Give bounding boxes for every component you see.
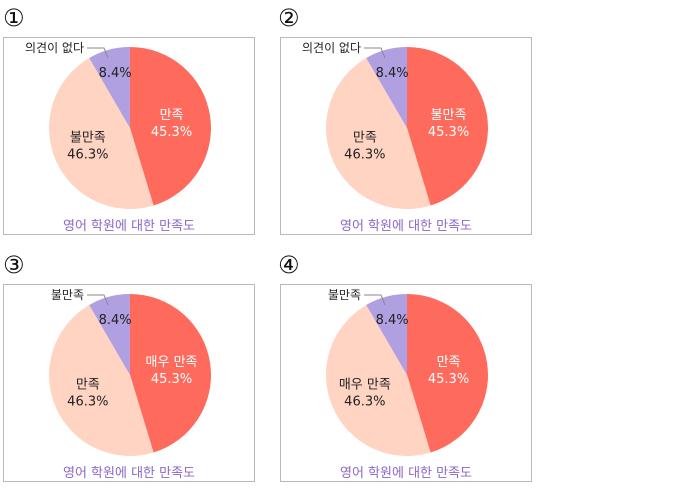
slice-label: 불만족 <box>70 130 106 145</box>
option-number-4: ④ <box>278 251 300 279</box>
chart-title: 영어 학원에 대한 만족도 <box>63 466 195 481</box>
slice-label: 만족 <box>160 108 184 123</box>
slice-value: 46.3% <box>344 147 385 162</box>
slice-value: 46.3% <box>344 394 385 409</box>
slice-value: 45.3% <box>428 372 469 387</box>
chart-title: 영어 학원에 대한 만족도 <box>340 466 472 481</box>
pie-chart-3: 매우 만족 45.3% 만족 46.3% 8.4% 불만족 <box>49 288 211 456</box>
callout-leader-line <box>364 294 386 306</box>
slice-label: 만족 <box>353 130 377 145</box>
slice-value: 46.3% <box>67 147 108 162</box>
callout-leader-line <box>87 47 109 59</box>
slice-value: 45.3% <box>428 125 469 140</box>
pie-slice <box>130 294 211 453</box>
slice-callout-label: 불만족 <box>328 288 361 302</box>
slice-callout-label: 의견이 없다 <box>25 41 84 55</box>
slice-callout-label: 불만족 <box>51 288 84 302</box>
pie-chart-panel-4: 만족 45.3% 매우 만족 46.3% 8.4% 불만족 영어 학원에 대한 만족도 <box>280 284 532 482</box>
option-number-1: ① <box>3 4 25 32</box>
pie-slice <box>326 58 431 209</box>
slice-callout-label: 의견이 없다 <box>302 41 361 55</box>
slice-value: 8.4% <box>376 66 409 81</box>
pie-slice <box>49 58 154 209</box>
option-number-2: ② <box>278 4 300 32</box>
pie-slice <box>49 305 154 456</box>
pie-slice <box>130 47 211 206</box>
pie-slice <box>407 294 488 453</box>
pie-slice <box>326 305 431 456</box>
slice-label: 만족 <box>437 355 461 370</box>
slice-label: 매우 만족 <box>339 377 391 392</box>
pie-chart-2: 불만족 45.3% 만족 46.3% 8.4% 의견이 없다 <box>302 41 488 209</box>
slice-value: 8.4% <box>376 313 409 328</box>
pie-chart-panel-2: 불만족 45.3% 만족 46.3% 8.4% 의견이 없다 영어 학원에 대한 만족도 <box>280 37 532 235</box>
pie-slice <box>89 294 130 375</box>
callout-leader-line <box>364 47 386 59</box>
pie-chart-1: 만족 45.3% 불만족 46.3% 8.4% 의견이 없다 <box>25 41 211 209</box>
chart-title: 영어 학원에 대한 만족도 <box>340 219 472 234</box>
pie-chart-4: 만족 45.3% 매우 만족 46.3% 8.4% 불만족 <box>326 288 488 456</box>
pie-chart-panel-3: 매우 만족 45.3% 만족 46.3% 8.4% 불만족 영어 학원에 대한 만족도 <box>3 284 255 482</box>
option-number-3: ③ <box>3 251 25 279</box>
pie-slice <box>366 47 407 128</box>
slice-label: 불만족 <box>431 108 467 123</box>
pie-slice <box>366 294 407 375</box>
slice-label: 매우 만족 <box>146 355 198 370</box>
pie-slice <box>407 47 488 206</box>
pie-slice <box>89 47 130 128</box>
slice-value: 45.3% <box>151 125 192 140</box>
callout-leader-line <box>87 294 109 306</box>
slice-value: 8.4% <box>99 66 132 81</box>
slice-value: 8.4% <box>99 313 132 328</box>
slice-value: 46.3% <box>67 394 108 409</box>
slice-value: 45.3% <box>151 372 192 387</box>
pie-chart-panel-1: 만족 45.3% 불만족 46.3% 8.4% 의견이 없다 영어 학원에 대한 만족도 <box>3 37 255 235</box>
chart-title: 영어 학원에 대한 만족도 <box>63 219 195 234</box>
slice-label: 만족 <box>76 377 100 392</box>
